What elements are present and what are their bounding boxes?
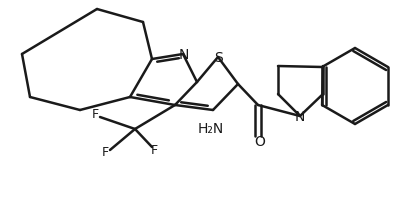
- Text: F: F: [101, 146, 108, 159]
- Text: O: O: [254, 134, 265, 148]
- Text: H₂N: H₂N: [197, 121, 224, 135]
- Text: S: S: [214, 51, 223, 65]
- Text: N: N: [294, 109, 305, 123]
- Text: N: N: [178, 48, 189, 62]
- Text: F: F: [150, 143, 157, 156]
- Text: F: F: [91, 108, 98, 121]
